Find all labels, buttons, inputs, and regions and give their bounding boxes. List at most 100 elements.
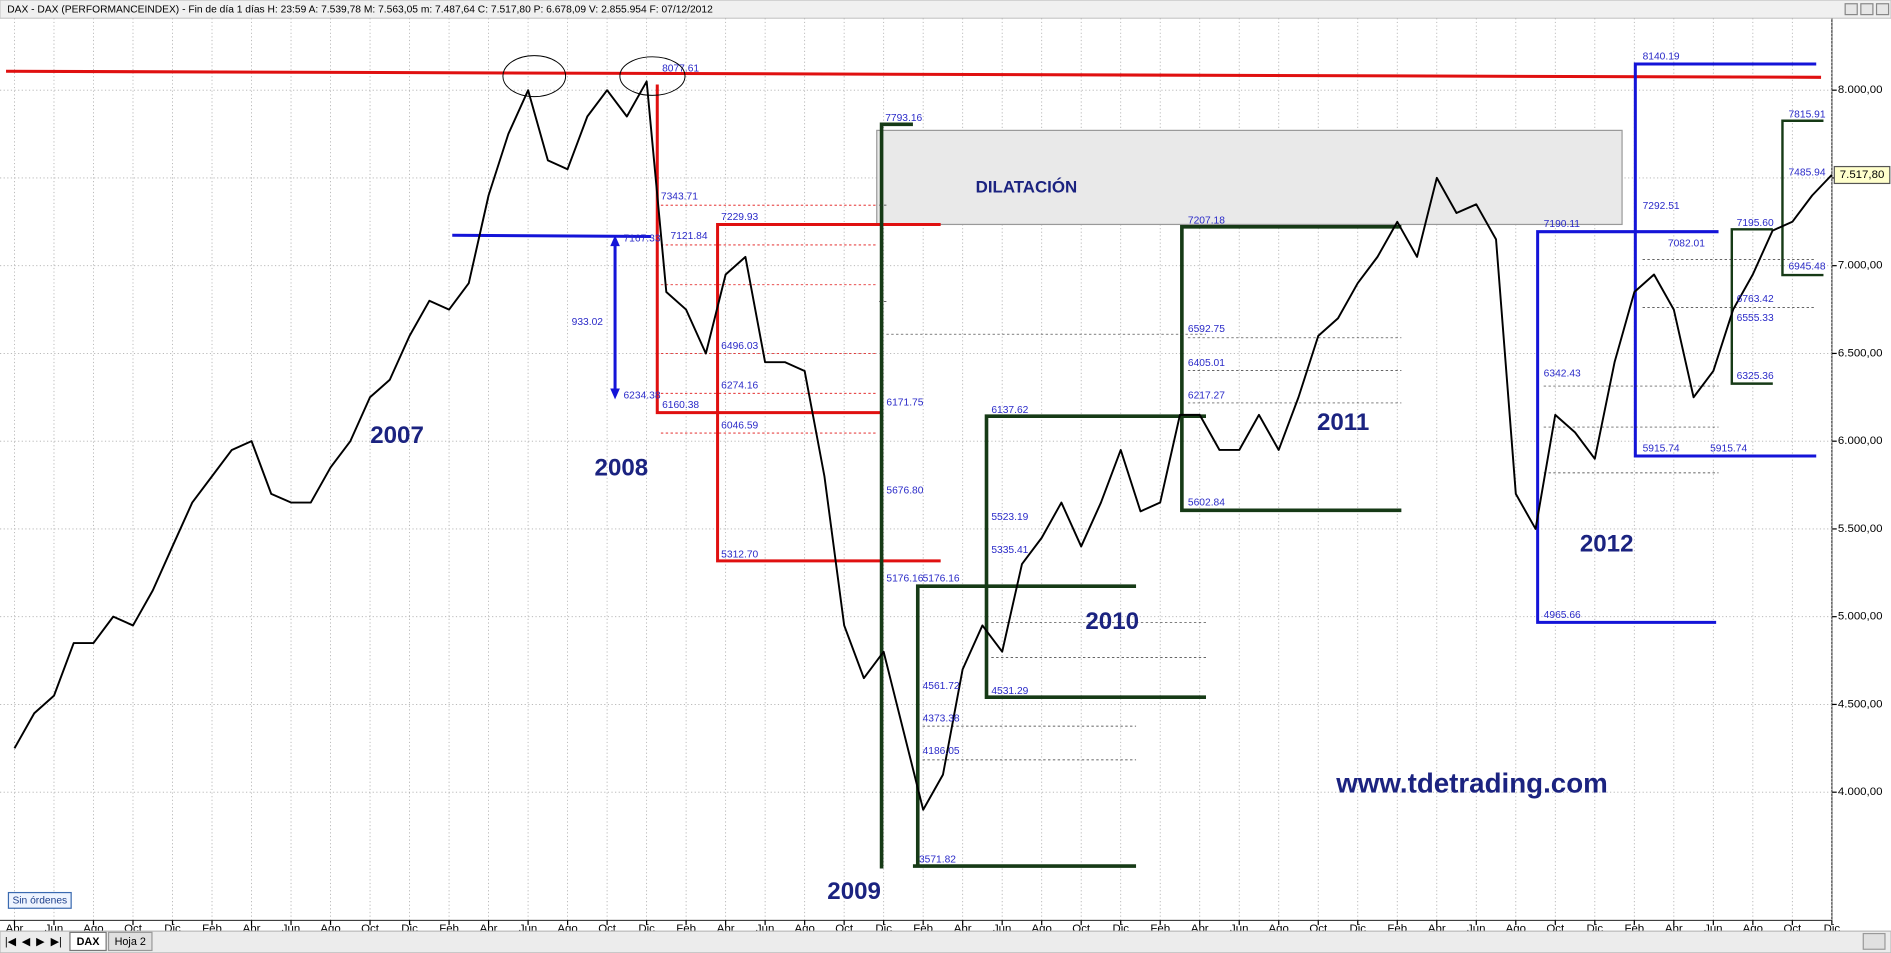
level-line bbox=[1633, 62, 1817, 458]
level-label: 7343.71 bbox=[661, 191, 698, 202]
level-label: 933.02 bbox=[572, 317, 604, 328]
header-bar bbox=[0, 0, 1891, 19]
level-label: 6217.27 bbox=[1188, 390, 1225, 401]
y-tick-label: 4.000,00 bbox=[1838, 786, 1883, 798]
year-label: 2011 bbox=[1317, 409, 1369, 436]
level-line bbox=[1536, 230, 1719, 624]
nav-next[interactable]: ▶ bbox=[36, 936, 45, 948]
level-label: 7485.94 bbox=[1788, 167, 1825, 178]
level-label: 7207.18 bbox=[1188, 216, 1225, 227]
level-label: 5312.70 bbox=[721, 550, 758, 561]
level-label: 7292.51 bbox=[1643, 201, 1680, 212]
level-label: 5176.16 bbox=[923, 574, 960, 585]
level-label: 7229.93 bbox=[721, 212, 758, 223]
level-label: 8140.19 bbox=[1643, 52, 1680, 63]
y-tick-label: 7.000,00 bbox=[1838, 260, 1883, 272]
year-label: 2009 bbox=[827, 878, 881, 905]
level-label: 6171.75 bbox=[886, 398, 923, 409]
dilation-zone bbox=[876, 129, 1623, 226]
level-label: 5176.16 bbox=[886, 574, 923, 585]
website: www.tdetrading.com bbox=[1335, 768, 1608, 799]
level-label: 5523.19 bbox=[991, 512, 1028, 523]
level-label: 4561.72 bbox=[923, 681, 960, 692]
level-label: 7082.01 bbox=[1668, 238, 1705, 249]
y-tick-label: 6.500,00 bbox=[1838, 347, 1883, 359]
y-tick-label: 8.000,00 bbox=[1838, 84, 1883, 96]
level-label: 6763.42 bbox=[1737, 294, 1774, 305]
level-label: 7121.84 bbox=[671, 231, 708, 242]
year-label: 2010 bbox=[1085, 608, 1139, 635]
level-line bbox=[6, 69, 1822, 79]
level-label: 5915.74 bbox=[1643, 443, 1680, 454]
nav-buttons[interactable]: |◀ ◀ ▶ ▶| bbox=[5, 936, 62, 948]
year-label: 2007 bbox=[370, 422, 424, 449]
window-buttons[interactable] bbox=[1844, 3, 1890, 16]
status-box[interactable] bbox=[7, 891, 72, 909]
level-label: 3571.82 bbox=[919, 855, 956, 866]
scroll-button[interactable] bbox=[1862, 932, 1886, 950]
level-label: 6046.59 bbox=[721, 421, 758, 432]
level-label: 6342.43 bbox=[1544, 369, 1581, 380]
close-button[interactable] bbox=[1875, 3, 1890, 16]
level-label: 7167.33 bbox=[623, 234, 660, 245]
minimize-button[interactable] bbox=[1844, 3, 1858, 16]
price-tag bbox=[1833, 165, 1891, 185]
level-line bbox=[1730, 228, 1773, 385]
y-tick-label: 6.000,00 bbox=[1838, 435, 1883, 447]
year-label: 2008 bbox=[595, 455, 649, 482]
level-line bbox=[984, 414, 1206, 700]
level-label: 6405.01 bbox=[1188, 358, 1225, 369]
level-label: 4186.05 bbox=[923, 746, 960, 757]
level-label: 7815.91 bbox=[1788, 109, 1825, 120]
level-line bbox=[1781, 119, 1824, 277]
level-label: 6496.03 bbox=[721, 341, 758, 352]
nav-prev[interactable]: ◀ bbox=[22, 936, 31, 948]
top-circle bbox=[619, 56, 686, 96]
level-label: 6234.38 bbox=[623, 390, 660, 401]
tab-label: DAX bbox=[77, 936, 101, 948]
level-label: 8077.61 bbox=[662, 64, 699, 75]
year-label: 2012 bbox=[1580, 531, 1634, 558]
level-label: 6592.75 bbox=[1188, 324, 1225, 335]
level-line bbox=[716, 222, 941, 563]
zone-label: DILATACIÓN bbox=[976, 178, 1078, 197]
level-label: 7195.60 bbox=[1737, 218, 1774, 229]
y-tick-label: 5.500,00 bbox=[1838, 523, 1883, 535]
level-label: 6160.38 bbox=[662, 400, 699, 411]
level-line bbox=[1180, 225, 1402, 513]
tab-label: Hoja 2 bbox=[115, 936, 146, 948]
nav-last[interactable]: ▶| bbox=[51, 936, 62, 948]
header-text: DAX - DAX (PERFORMANCEINDEX) - Fin de dí… bbox=[7, 4, 713, 15]
top-circle bbox=[502, 55, 567, 98]
level-label: 5915.74 bbox=[1710, 443, 1747, 454]
level-label: 4965.66 bbox=[1544, 610, 1581, 621]
level-line bbox=[915, 584, 1137, 867]
level-label: 6137.62 bbox=[991, 405, 1028, 416]
nav-first[interactable]: |◀ bbox=[5, 936, 17, 948]
plot bbox=[13, 80, 1833, 811]
arrow-head bbox=[610, 235, 620, 247]
maximize-button[interactable] bbox=[1860, 3, 1874, 16]
level-line bbox=[452, 233, 652, 239]
level-label: 4373.38 bbox=[923, 714, 960, 725]
y-tick-label: 4.500,00 bbox=[1838, 698, 1883, 710]
tab-bar bbox=[0, 930, 1891, 953]
price-line bbox=[13, 80, 1833, 811]
level-label: 5335.41 bbox=[991, 545, 1028, 556]
level-label: 7793.16 bbox=[885, 113, 922, 124]
level-label: 6274.16 bbox=[721, 381, 758, 392]
tab[interactable] bbox=[107, 931, 153, 952]
level-label: 6555.33 bbox=[1737, 313, 1774, 324]
level-label: 5602.84 bbox=[1188, 498, 1225, 509]
level-label: 5676.80 bbox=[886, 486, 923, 497]
level-label: 7190.11 bbox=[1544, 219, 1581, 230]
level-label: 6325.36 bbox=[1737, 371, 1774, 382]
level-label: 6945.48 bbox=[1788, 261, 1825, 272]
level-label: 4531.29 bbox=[991, 686, 1028, 697]
labels: 8077.61 7343.71 7121.84 7167.33 933.02 6234.3… bbox=[370, 52, 1826, 905]
y-tick-label: 5.000,00 bbox=[1838, 611, 1883, 623]
arrow-head bbox=[610, 388, 620, 400]
tab[interactable] bbox=[69, 931, 107, 952]
price-tag-text: 7.517,80 bbox=[1840, 169, 1885, 181]
